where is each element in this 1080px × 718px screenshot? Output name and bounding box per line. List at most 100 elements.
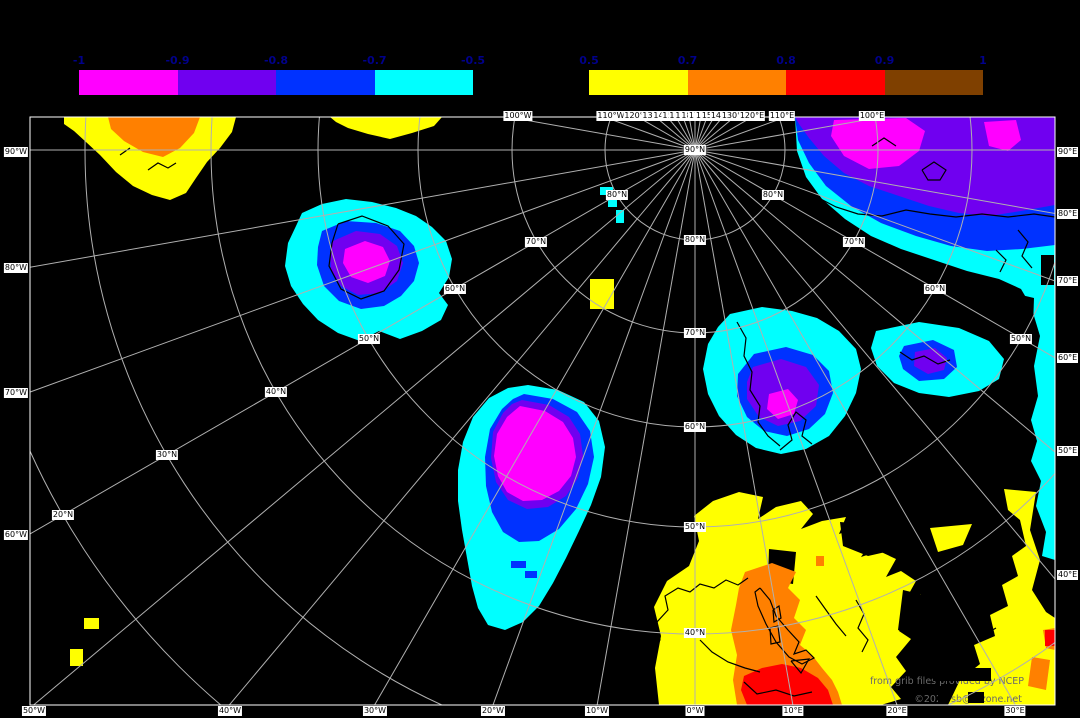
parallel-label: 70°N [524, 237, 548, 247]
grid-meridian [694, 149, 794, 705]
parallel-label: 40°N [683, 628, 707, 638]
grid-meridian [694, 149, 1017, 705]
overlay-black-gap-over-attribution-3 [968, 692, 984, 703]
parallel-label: 70°N [842, 237, 866, 247]
region-arctic-yellow [330, 117, 442, 139]
coastline-sardinia [769, 625, 781, 645]
coastline-spain-east-coast [699, 639, 761, 673]
grid-meridian [596, 149, 696, 705]
parallel-label: 30°N [155, 450, 179, 460]
edge-label-left: 60°W [3, 530, 28, 540]
edge-label-right: 70°E [1057, 276, 1079, 286]
speck-yellow-speck-mid [590, 279, 614, 309]
map-frame-border [29, 116, 1056, 706]
colorbar-segment [79, 70, 178, 95]
overlay-black-gap-over-attribution-1 [933, 668, 991, 681]
region-europe-black-hole-1 [840, 522, 906, 556]
coastline-sicily-coast [790, 658, 811, 675]
edge-label-bottom: 50°W [21, 706, 47, 716]
region-europe-black-hole-3 [898, 590, 928, 638]
region-right-edge-orange-1 [1028, 657, 1050, 690]
coastline-baltic-coast [779, 411, 813, 451]
colorbar-segment [276, 70, 375, 95]
colorbar-tick-label: -0.9 [165, 54, 190, 67]
grid-meridian [504, 117, 696, 151]
speck-yellow-speck-sw-2 [70, 649, 83, 666]
edge-label-top: 120°E [738, 111, 766, 121]
region-greenland-magenta [343, 241, 390, 283]
coastline-ural-rivers-1 [1017, 229, 1033, 269]
parallel-label: 80°N [605, 190, 629, 200]
coastline-canada-coast-1 [147, 162, 177, 171]
grid-meridian [492, 149, 696, 705]
colorbar-segment [177, 70, 276, 95]
region-canada-yellow [64, 117, 236, 200]
coastline-ural-blob-coast [899, 351, 951, 365]
region-blacksea-yellow-strip [948, 489, 1055, 705]
parallel-label: 80°N [683, 235, 707, 245]
parallel-label: 50°N [683, 522, 707, 532]
edge-label-right: 40°E [1057, 570, 1079, 580]
parallel-label: 20°N [51, 510, 75, 520]
colorbar-segment [589, 70, 688, 95]
parallel-label: 60°N [443, 284, 467, 294]
colorbar-segment [786, 70, 885, 95]
coastline-norway-coast [736, 321, 781, 447]
edge-label-top: 110°E [768, 111, 796, 121]
colorbar-tick-label: 0.5 [579, 54, 599, 67]
edge-label-bottom: 30°W [362, 706, 388, 716]
grid-meridian [30, 149, 696, 535]
parallel-label: 80°N [761, 190, 785, 200]
grid-meridian [694, 149, 1055, 453]
coastline-biscay-coast [647, 577, 749, 649]
edge-label-bottom: 20°E [886, 706, 908, 716]
parallel-label: 50°N [1009, 334, 1033, 344]
region-balkan-yellow-patch [930, 524, 972, 552]
colorbar-tick-label: -0.8 [263, 54, 289, 67]
colorbar-segment [884, 70, 983, 95]
edge-label-top: 100°W [503, 111, 533, 121]
edge-label-top: 120°W [623, 111, 653, 121]
grid-meridian [694, 149, 1055, 359]
grid-parallel [84, 117, 1055, 705]
grid-meridian [30, 149, 696, 393]
positive-colorbar [589, 70, 983, 95]
edge-label-bottom: 40°W [217, 706, 243, 716]
parallel-label: 40°N [264, 387, 288, 397]
parallel-label: 60°N [683, 422, 707, 432]
coastline-greece-coast [855, 599, 869, 653]
region-siberia-magenta-2 [984, 120, 1021, 151]
edge-label-bottom: 10°E [782, 706, 804, 716]
grid-meridian [30, 149, 696, 268]
speck-ice-cyan-speck-2 [608, 199, 617, 207]
grid-meridian [694, 117, 886, 151]
coastline-arctic-island-1 [871, 137, 897, 147]
edge-label-bottom: 0°W [685, 706, 705, 716]
coastline-corsica [772, 604, 782, 623]
coastline-siberia-coast [796, 182, 1055, 218]
colorbar-segment [374, 70, 473, 95]
edge-label-bottom: 20°W [480, 706, 506, 716]
edge-label-right: 90°E [1057, 147, 1079, 157]
grid-meridian [694, 149, 1055, 214]
speck-atl-blue-dash-1 [511, 561, 526, 568]
colorbar-tick-label: -0.5 [460, 54, 486, 67]
speck-atl-blue-dash-2 [525, 571, 537, 578]
negative-colorbar [79, 70, 473, 95]
coastline-canada-coast-2 [119, 147, 131, 156]
speck-ice-cyan-speck-3 [616, 210, 624, 223]
region-siberia-black-notch [991, 290, 1034, 444]
colorbar-tick-label: -0.7 [362, 54, 387, 67]
grid-meridian [228, 149, 696, 705]
colorbar-tick-label: 0.7 [677, 54, 698, 67]
edge-label-right: 80°E [1057, 209, 1079, 219]
parallel-label: 60°N [923, 284, 947, 294]
parallel-label: 90°N [683, 145, 707, 155]
parallel-label: 70°N [683, 328, 707, 338]
edge-label-top: 130°E [720, 111, 748, 121]
coastline-ural-rivers-2 [995, 249, 1007, 273]
grid-meridian [694, 149, 1055, 580]
grid-meridian [694, 149, 1055, 282]
